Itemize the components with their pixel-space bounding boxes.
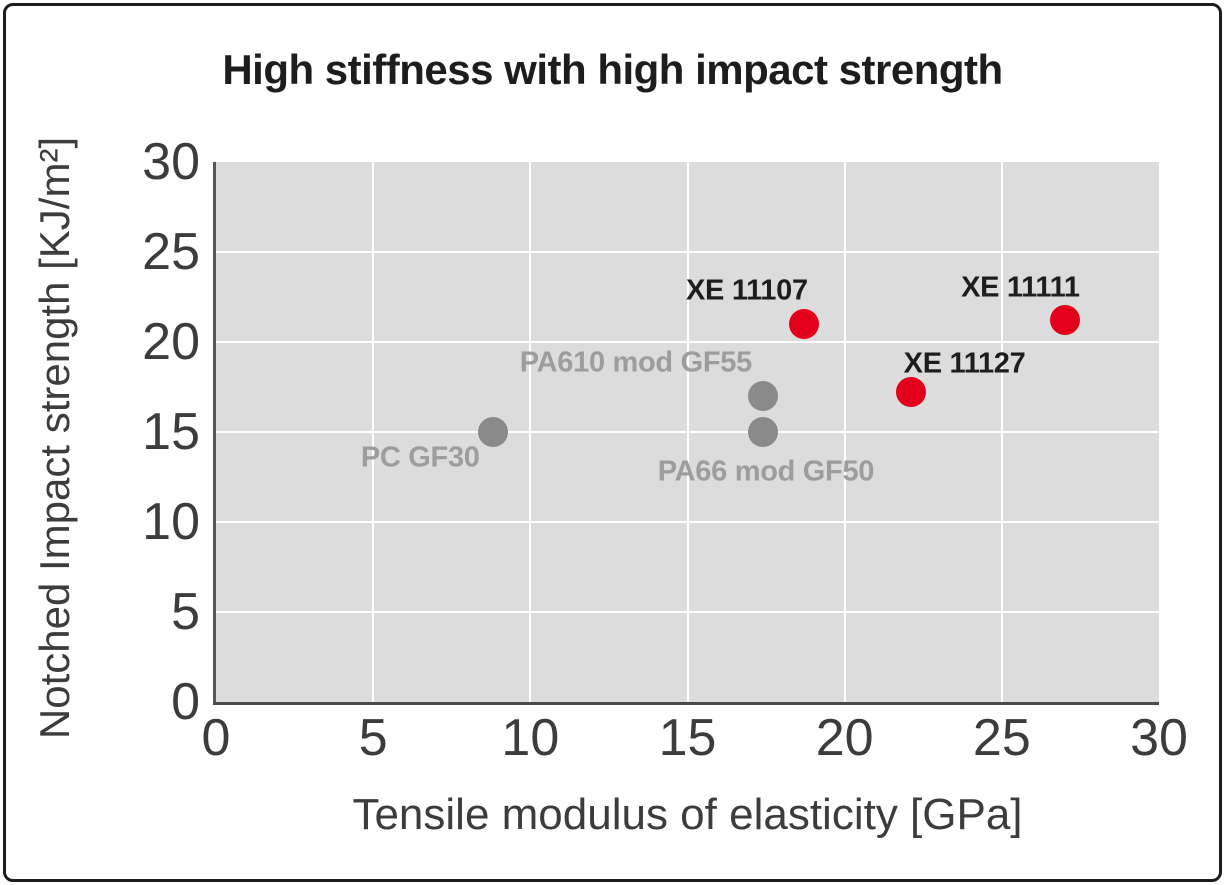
y-tick-label: 20 bbox=[142, 313, 200, 371]
y-tick-label: 25 bbox=[142, 223, 200, 281]
data-point bbox=[747, 417, 778, 447]
x-tick-label: 20 bbox=[815, 709, 874, 767]
y-tick-label: 0 bbox=[171, 673, 200, 731]
y-axis-line bbox=[213, 162, 216, 705]
x-axis-label: Tensile modulus of elasticity [GPa] bbox=[352, 790, 1023, 839]
data-point-label: XE 11111 bbox=[961, 271, 1080, 304]
y-tick-label: 5 bbox=[171, 583, 200, 641]
chart-title: High stiffness with high impact strength bbox=[222, 46, 1003, 93]
data-point bbox=[477, 417, 508, 447]
data-point bbox=[1049, 305, 1080, 336]
y-tick-label: 10 bbox=[142, 493, 200, 551]
data-point bbox=[788, 309, 819, 339]
gridline-horizontal bbox=[216, 251, 1159, 253]
x-tick-label: 15 bbox=[658, 709, 717, 767]
data-point-label: PA610 mod GF55 bbox=[519, 346, 752, 379]
gridline-horizontal bbox=[216, 341, 1159, 343]
x-tick-label: 5 bbox=[358, 709, 388, 767]
x-tick-label: 0 bbox=[201, 709, 231, 767]
x-axis-line bbox=[213, 702, 1159, 705]
data-point bbox=[747, 381, 778, 411]
data-point bbox=[895, 377, 926, 408]
y-tick-label: 30 bbox=[142, 133, 200, 191]
data-point-label: PA66 mod GF50 bbox=[657, 455, 875, 488]
x-tick-label: 25 bbox=[972, 709, 1031, 767]
y-tick-label: 15 bbox=[142, 403, 200, 461]
gridline-horizontal bbox=[216, 611, 1159, 613]
gridline-horizontal bbox=[216, 521, 1159, 523]
data-point-label: PC GF30 bbox=[360, 441, 480, 474]
data-point-label: XE 11127 bbox=[903, 347, 1026, 380]
data-point-label: XE 11107 bbox=[686, 274, 808, 307]
plot-area: 0 5 10 15 20 25 30 0 5 10 15 20 25 30 XE 11107 XE 11127… bbox=[142, 136, 1188, 767]
gridline-horizontal bbox=[216, 431, 1159, 433]
x-tick-label: 30 bbox=[1130, 709, 1188, 767]
x-tick-label: 10 bbox=[501, 709, 560, 767]
